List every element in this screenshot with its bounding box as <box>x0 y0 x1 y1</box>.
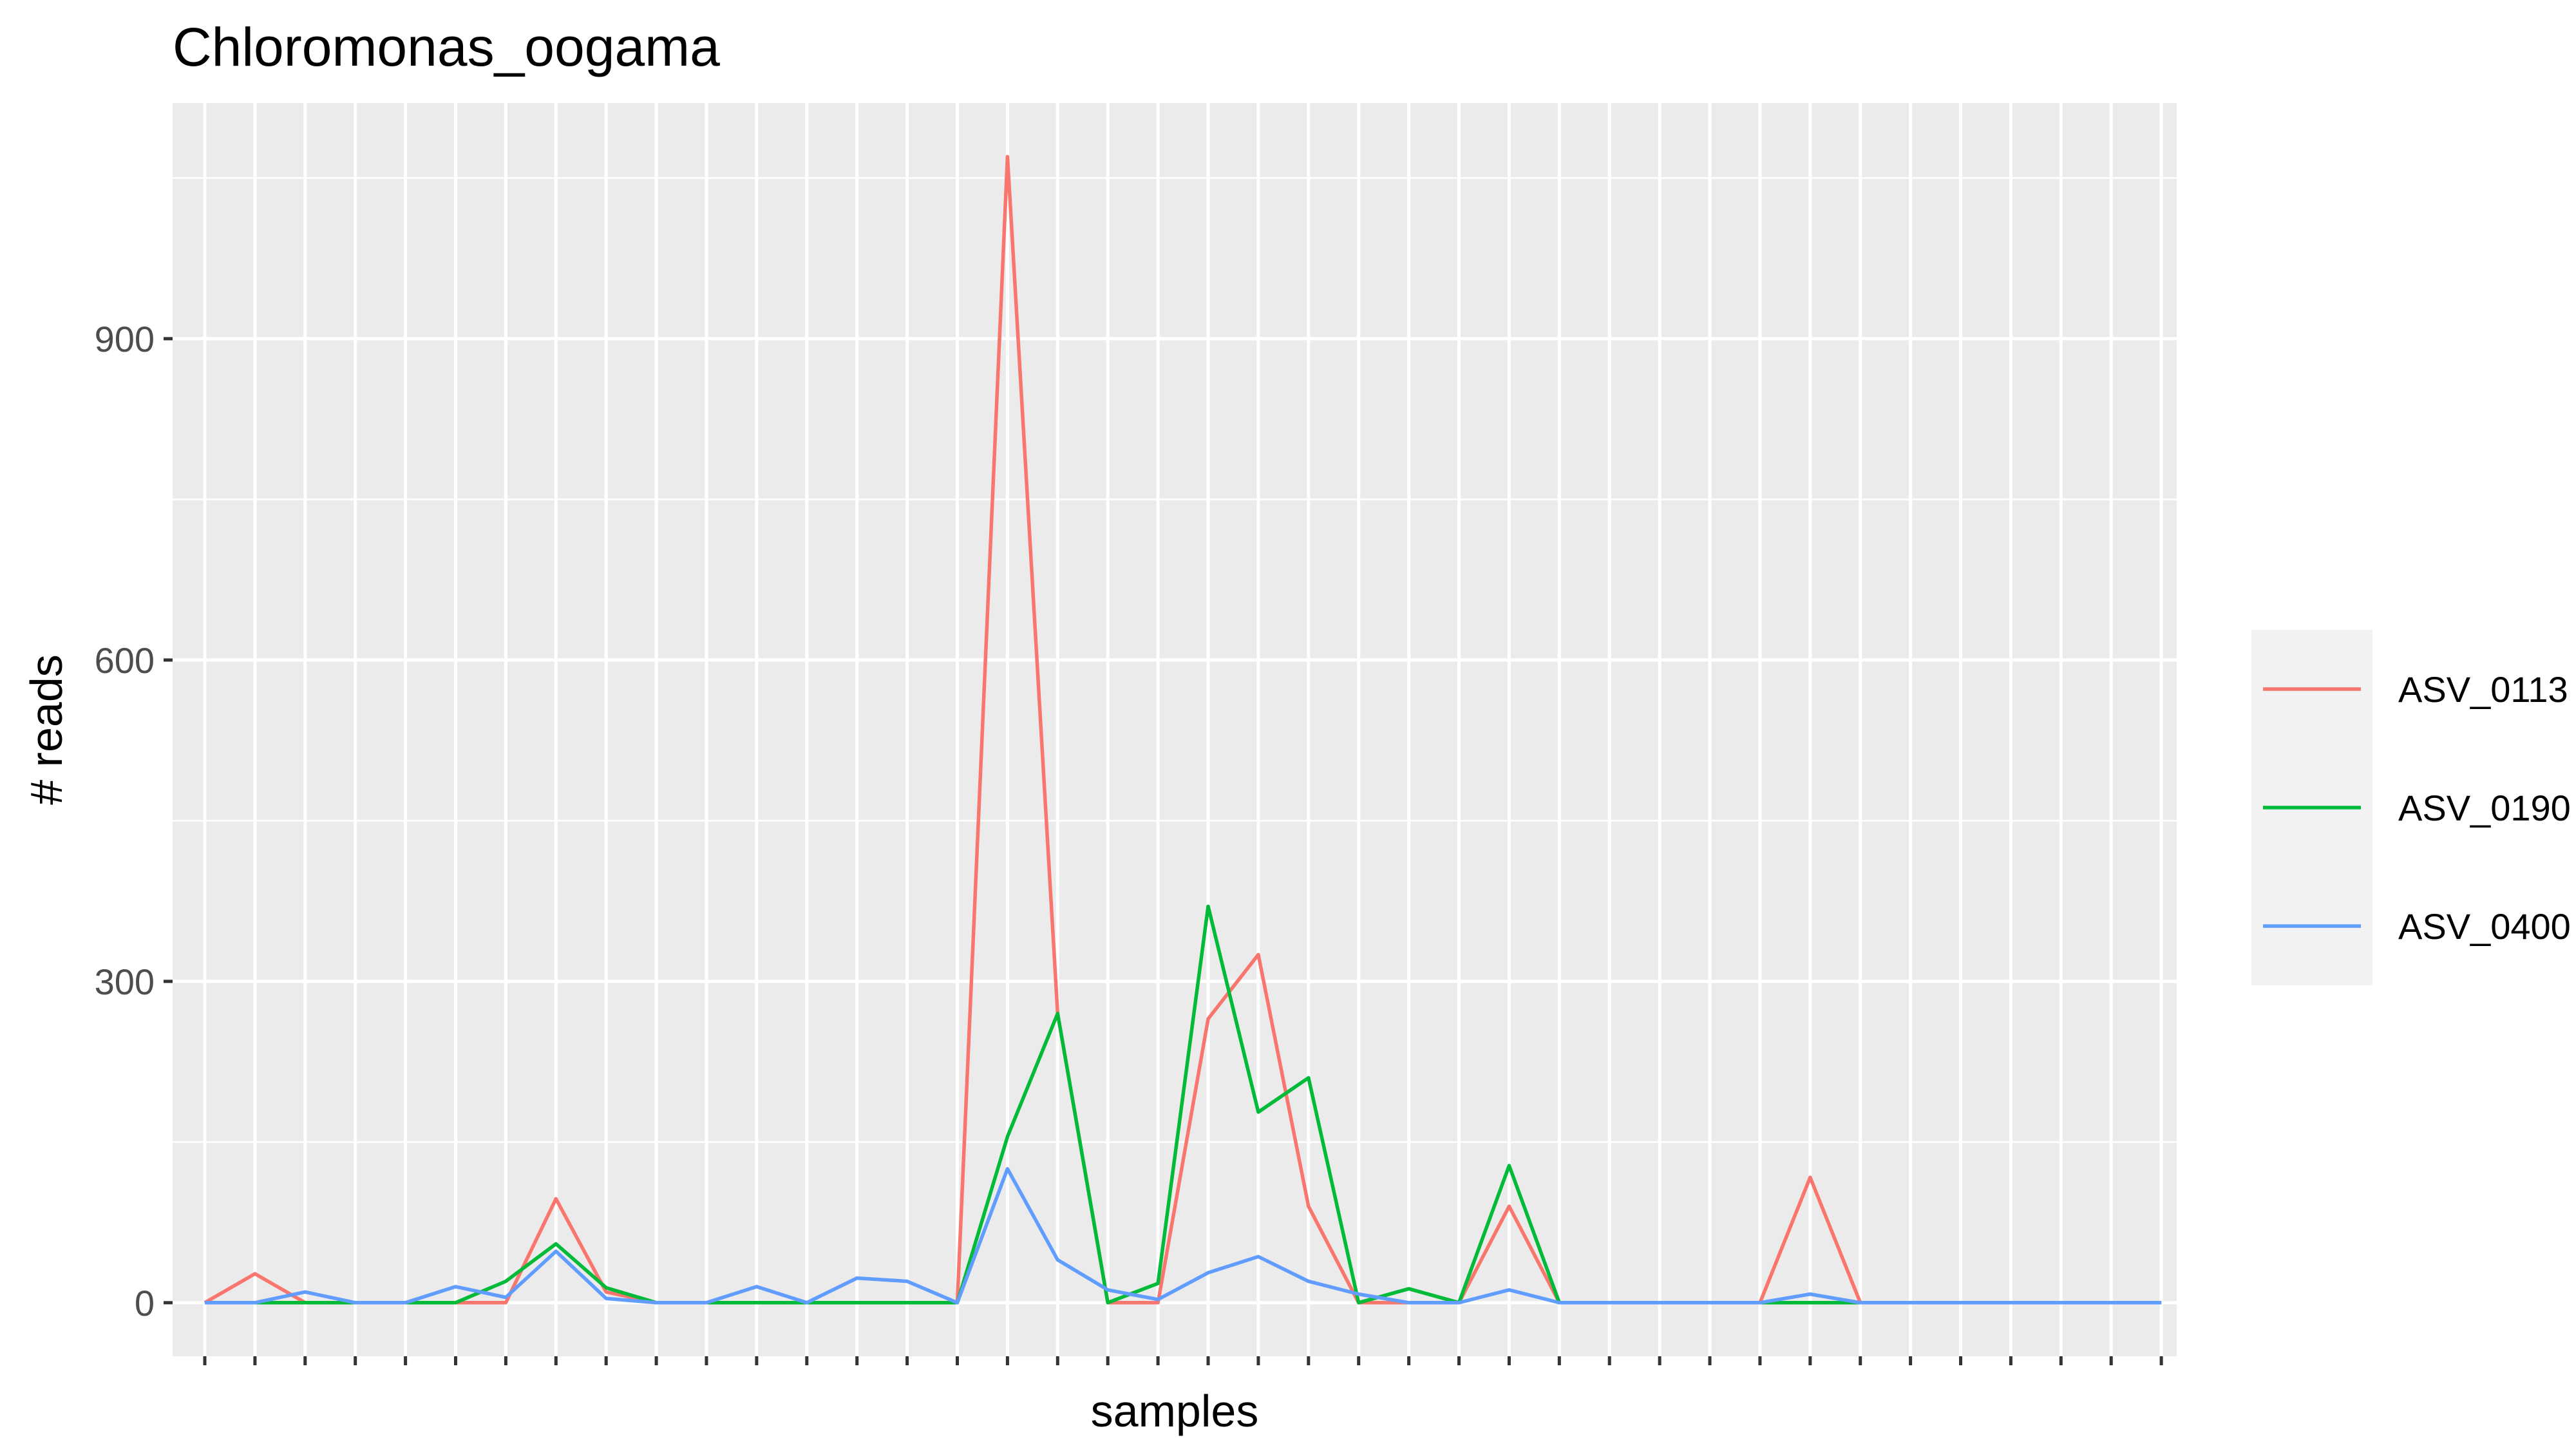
y-tick-label: 300 <box>95 961 155 1002</box>
y-tick-label: 600 <box>95 640 155 681</box>
x-axis-title: samples <box>1091 1386 1259 1436</box>
y-tick-label: 0 <box>135 1283 155 1323</box>
series-line-asv-0400 <box>205 1167 2162 1305</box>
series-line-asv-0190 <box>205 904 2162 1305</box>
y-axis-title: # reads <box>21 654 71 804</box>
series-lines <box>204 155 2162 1305</box>
chart-title: Chloromonas_oogama <box>173 17 720 77</box>
x-axis <box>203 1356 2163 1365</box>
legend-label: ASV_0113 <box>2398 669 2568 710</box>
major-gridlines <box>173 103 2177 1356</box>
legend-label: ASV_0190 <box>2398 788 2571 828</box>
y-tick-label: 900 <box>95 319 155 359</box>
legend: ASV_0113 ASV_0190 ASV_0400 <box>2251 630 2571 985</box>
legend-label: ASV_0400 <box>2398 906 2571 947</box>
y-axis: 0 300 600 900 <box>95 319 173 1323</box>
series-line-asv-0113 <box>204 155 2162 1305</box>
